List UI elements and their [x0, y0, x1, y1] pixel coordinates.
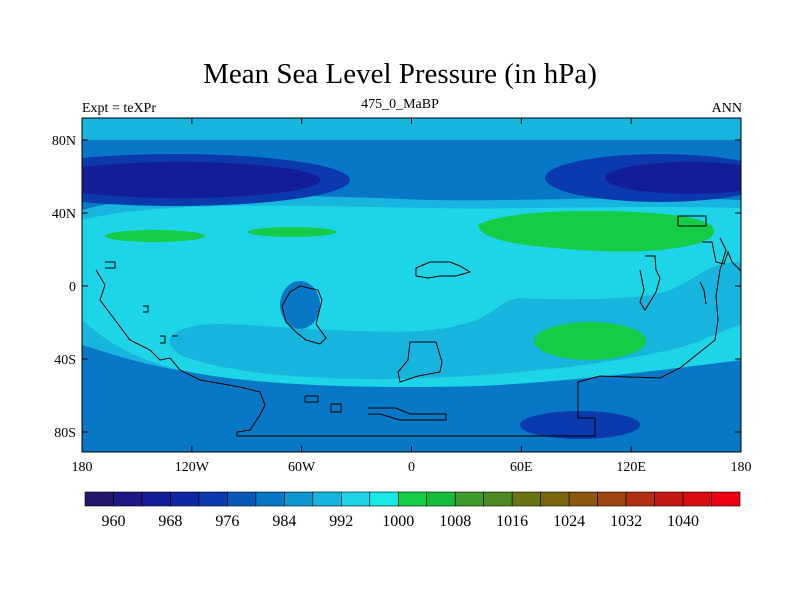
colorbar-label: 1040	[667, 513, 699, 530]
high-ne-region	[478, 210, 715, 252]
north-rim-band	[82, 118, 741, 140]
experiment-label: Expt = teXPr	[82, 101, 156, 116]
colorbar-label: 1000	[382, 513, 414, 530]
colorbar-swatch	[113, 491, 143, 507]
north-low-east-inner	[605, 162, 741, 194]
lon-tick-label: 180	[72, 460, 93, 475]
colorbar-swatch	[511, 491, 541, 507]
lon-tick-label: 60W	[288, 460, 316, 475]
axis-ticks: 180 120W 60W 0 60E 120E 180 80N 40N 0 40S 80S	[52, 118, 752, 475]
colorbar-swatch	[711, 491, 741, 507]
north-low-west-inner	[82, 162, 320, 198]
colorbar-label: 984	[272, 513, 296, 530]
colorbar-swatch	[454, 491, 484, 507]
colorbar-swatch	[369, 491, 399, 507]
colorbar-label: 976	[215, 513, 239, 530]
colorbar-label: 1032	[610, 513, 642, 530]
lon-tick-label: 0	[408, 460, 415, 475]
lat-tick-label: 40N	[52, 207, 76, 222]
colorbar-label: 960	[101, 513, 125, 530]
season-label: ANN	[711, 101, 742, 116]
colorbar-swatch	[426, 491, 456, 507]
southern-ocean-band	[82, 395, 741, 452]
colorbar-swatch	[227, 491, 257, 507]
colorbar-label: 968	[158, 513, 182, 530]
lat-tick-label: 40S	[54, 353, 76, 368]
colorbar-swatch	[568, 491, 598, 507]
colorbar: 960 968 976 984 992 1000 1008 1016 1024 1032 1040	[84, 491, 741, 530]
colorbar-swatch	[170, 491, 200, 507]
antarctic-low	[520, 411, 640, 439]
lat-tick-label: 80N	[52, 134, 76, 149]
chart-title: Mean Sea Level Pressure (in hPa)	[203, 58, 597, 90]
lon-tick-label: 120E	[616, 460, 646, 475]
lon-tick-label: 60E	[510, 460, 533, 475]
lon-tick-label: 120W	[175, 460, 210, 475]
high-nw-pacific	[105, 230, 205, 242]
colorbar-label: 992	[329, 513, 353, 530]
colorbar-label: 1016	[496, 513, 528, 530]
map-plot-area	[82, 118, 741, 452]
colorbar-swatch	[312, 491, 342, 507]
lon-tick-label: 180	[731, 460, 752, 475]
colorbar-swatch	[341, 491, 371, 507]
colorbar-swatch	[597, 491, 627, 507]
colorbar-swatch	[397, 491, 428, 507]
colorbar-swatch	[255, 491, 285, 507]
coastlines	[95, 215, 741, 437]
colorbar-swatch	[284, 491, 314, 507]
colorbar-swatch	[198, 491, 228, 507]
colorbar-label: 1008	[439, 513, 471, 530]
colorbar-swatch	[84, 491, 114, 507]
lat-tick-label: 80S	[54, 426, 76, 441]
colorbar-swatch	[682, 491, 712, 507]
colorbar-swatch	[654, 491, 684, 507]
colorbar-swatch	[625, 491, 655, 507]
high-n-atlantic	[248, 227, 336, 237]
lat-tick-label: 0	[69, 280, 76, 295]
colorbar-swatch	[141, 491, 171, 507]
time-label: 475_0_MaBP	[361, 97, 439, 112]
high-s-region	[534, 322, 646, 360]
colorbar-label: 1024	[553, 513, 585, 530]
colorbar-swatch	[540, 491, 570, 507]
colorbar-swatch	[483, 491, 513, 507]
